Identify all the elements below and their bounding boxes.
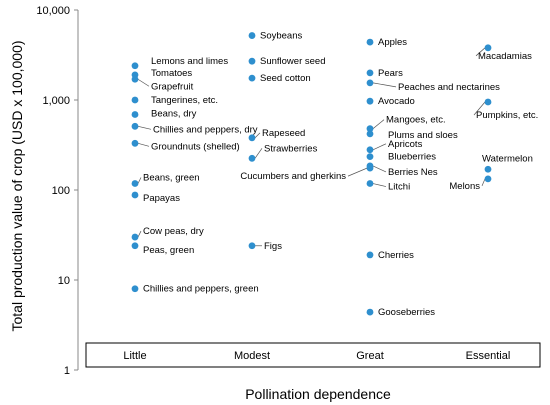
leader-line xyxy=(137,177,142,184)
data-point xyxy=(131,62,139,70)
data-point xyxy=(484,175,492,183)
point-label: Cherries xyxy=(378,250,414,261)
point-label: Tomatoes xyxy=(151,68,192,79)
point-label: Berries Nes xyxy=(388,167,438,178)
point-label: Rapeseed xyxy=(262,128,305,139)
leader-line xyxy=(137,125,152,130)
point-label: Lemons and limes xyxy=(151,56,228,67)
point-label: Chillies and peppers, green xyxy=(143,284,259,295)
leader-line xyxy=(372,143,387,151)
data-point xyxy=(366,251,374,259)
x-category-box xyxy=(85,342,541,368)
data-point xyxy=(248,242,256,250)
data-point xyxy=(248,154,256,162)
x-category-label: Essential xyxy=(466,350,511,362)
leader-line xyxy=(372,119,385,129)
data-point xyxy=(484,44,492,52)
data-point xyxy=(366,69,374,77)
x-category-label: Modest xyxy=(234,350,270,362)
data-point xyxy=(131,233,139,241)
data-point xyxy=(248,32,256,39)
point-label: Melons xyxy=(449,181,480,192)
point-label: Plums and sloes xyxy=(388,130,458,141)
data-point xyxy=(131,122,139,130)
data-point xyxy=(131,111,139,118)
x-axis-title: Pollination dependence xyxy=(245,386,391,402)
data-point xyxy=(366,79,374,87)
point-label: Cow peas, dry xyxy=(143,226,204,237)
point-label: Peas, green xyxy=(143,245,194,256)
data-point xyxy=(366,146,374,154)
point-label: Peaches and nectarines xyxy=(398,82,500,93)
leader-line xyxy=(481,178,486,186)
data-point xyxy=(366,97,374,105)
leader-line xyxy=(137,78,150,87)
y-tick-label: 1,000 xyxy=(42,95,70,107)
y-tick-label: 100 xyxy=(52,185,70,197)
data-point xyxy=(366,153,374,161)
leader-line xyxy=(372,165,387,173)
point-label: Tangerines, etc. xyxy=(151,95,218,106)
data-point xyxy=(131,242,139,250)
leader-line xyxy=(254,148,263,159)
point-label: Macadamias xyxy=(478,51,532,62)
y-axis-title: Total production value of crop (USD x 10… xyxy=(9,40,25,331)
point-label: Figs xyxy=(264,241,282,252)
data-point xyxy=(484,98,492,106)
point-label: Sunflower seed xyxy=(260,56,325,67)
y-tick-label: 10 xyxy=(58,275,70,287)
x-category-label: Little xyxy=(123,350,146,362)
data-point xyxy=(366,130,374,138)
point-label: Chillies and peppers, dry xyxy=(153,124,258,135)
y-tick-label: 10,000 xyxy=(36,5,70,17)
data-point xyxy=(131,285,139,293)
y-tick-label: 1 xyxy=(64,365,70,377)
x-category-label: Great xyxy=(356,350,384,362)
point-label: Litchi xyxy=(388,182,410,193)
leader-line xyxy=(347,167,368,177)
data-point xyxy=(248,57,256,65)
data-point xyxy=(366,125,374,133)
data-point xyxy=(366,164,374,172)
leader-line xyxy=(372,82,397,88)
point-label: Cucumbers and gherkins xyxy=(240,171,346,182)
leader-line xyxy=(473,101,486,116)
point-label: Apricots xyxy=(388,139,423,150)
point-label: Apples xyxy=(378,37,407,48)
point-label: Beans, green xyxy=(143,173,200,184)
point-label: Grapefruit xyxy=(151,81,194,92)
point-label: Mangoes, etc. xyxy=(386,115,446,126)
point-label: Groundnuts (shelled) xyxy=(151,141,240,152)
point-label: Pumpkins, etc. xyxy=(476,110,538,121)
data-point xyxy=(248,74,256,82)
leader-line xyxy=(372,183,387,187)
data-point xyxy=(366,308,374,316)
data-point xyxy=(248,134,256,142)
point-label: Avocado xyxy=(378,96,415,107)
point-label: Seed cotton xyxy=(260,73,311,84)
point-label: Blueberries xyxy=(388,152,436,163)
data-point xyxy=(366,180,374,187)
leader-line xyxy=(137,230,142,238)
leader-line xyxy=(137,142,150,147)
data-point xyxy=(366,38,374,46)
leader-line xyxy=(475,47,486,57)
data-point xyxy=(131,96,139,104)
point-label: Watermelon xyxy=(482,153,533,164)
point-label: Beans, dry xyxy=(151,109,197,120)
data-point xyxy=(131,139,139,147)
data-point xyxy=(484,165,492,173)
data-point xyxy=(131,75,139,83)
data-point xyxy=(131,191,139,199)
point-label: Papayas xyxy=(143,193,180,204)
point-label: Pears xyxy=(378,68,403,79)
point-label: Soybeans xyxy=(260,31,303,42)
data-point xyxy=(131,180,139,187)
leader-line xyxy=(254,132,261,139)
point-label: Gooseberries xyxy=(378,307,435,318)
point-label: Strawberries xyxy=(264,143,318,154)
